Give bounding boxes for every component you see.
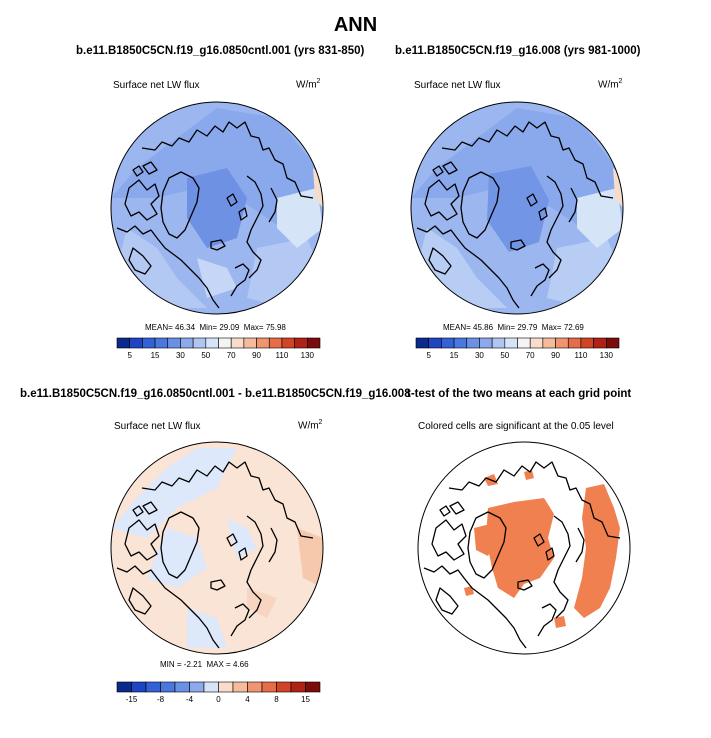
panel-3-variable-label: Surface net LW flux bbox=[114, 421, 201, 432]
colorbar-3-tick-label: 15 bbox=[301, 695, 310, 704]
colorbar-1-tick-label: 70 bbox=[226, 351, 236, 360]
colorbar-2 bbox=[415, 337, 620, 349]
colorbar-3-swatch bbox=[131, 681, 147, 693]
colorbar-1-tick-label: 90 bbox=[252, 351, 262, 360]
panel-4-subtitle: Colored cells are significant at the 0.0… bbox=[418, 421, 614, 432]
colorbar-1 bbox=[116, 337, 321, 349]
colorbar-2-swatch bbox=[517, 337, 531, 349]
panel-1-map-border bbox=[110, 101, 324, 315]
colorbar-1-swatch bbox=[192, 337, 207, 349]
colorbar-1-swatch bbox=[205, 337, 219, 349]
colorbar-2-tick-label: 50 bbox=[500, 351, 510, 360]
colorbar-3-swatch bbox=[160, 681, 176, 693]
colorbar-2-swatch bbox=[466, 337, 480, 349]
colorbar-3-tick-label: 0 bbox=[216, 695, 221, 704]
colorbar-3-tick-label: 4 bbox=[245, 695, 250, 704]
panel-2-title: b.e11.B1850C5CN.f19_g16.008 (yrs 981-100… bbox=[395, 45, 641, 57]
colorbar-3-swatch bbox=[189, 681, 205, 693]
colorbar-3-tick-label: 8 bbox=[274, 695, 279, 704]
colorbar-3-swatch bbox=[232, 681, 248, 693]
colorbar-1-swatch bbox=[180, 337, 194, 349]
colorbar-1-tick-label: 30 bbox=[175, 351, 185, 360]
colorbar-2-swatch bbox=[542, 337, 556, 349]
colorbar-3-swatch bbox=[305, 681, 321, 693]
panel-2-variable-label: Surface net LW flux bbox=[414, 80, 501, 91]
panel-2-map bbox=[411, 102, 623, 314]
colorbar-2-tick-label: 30 bbox=[474, 351, 484, 360]
colorbar-2-tick-label: 130 bbox=[599, 351, 613, 360]
colorbar-2-tick-label: 90 bbox=[551, 351, 561, 360]
colorbar-2-swatch bbox=[479, 337, 493, 349]
colorbar-1-swatch bbox=[281, 337, 295, 349]
figure-title: ANN bbox=[333, 14, 378, 36]
colorbar-2-tick-label: 110 bbox=[574, 351, 588, 360]
colorbar-3-swatch bbox=[116, 681, 132, 693]
colorbar-1-swatch bbox=[243, 337, 257, 349]
colorbar-1-swatch bbox=[142, 337, 156, 349]
panel-4-title: t-test of the two means at each grid poi… bbox=[407, 388, 632, 400]
panel-4-map-border bbox=[417, 441, 631, 655]
panel-2-stats: MEAN= 45.86 Min= 29.79 Max= 72.69 bbox=[443, 323, 584, 332]
colorbar-3-tick-label: -4 bbox=[185, 695, 194, 704]
colorbar-2-swatch bbox=[453, 337, 468, 349]
colorbar-3-tick-label: -15 bbox=[125, 695, 138, 704]
panel-3-units: W/m2 bbox=[298, 419, 323, 432]
panel-3-map bbox=[111, 442, 323, 654]
colorbar-3-tick-label: -8 bbox=[156, 695, 165, 704]
colorbar-1-swatch bbox=[256, 337, 270, 349]
colorbar-1-swatch bbox=[307, 337, 321, 349]
colorbar-3-swatch bbox=[145, 681, 161, 693]
panel-2-units: W/m2 bbox=[598, 78, 623, 91]
colorbar-2-swatch bbox=[504, 337, 518, 349]
panel-1-units: W/m2 bbox=[296, 78, 321, 91]
colorbar-1-swatch bbox=[230, 337, 245, 349]
colorbar-3-swatch bbox=[218, 681, 234, 693]
panel-1-map bbox=[111, 102, 323, 314]
colorbar-1-tick-label: 15 bbox=[150, 351, 160, 360]
colorbar-3-swatch bbox=[290, 681, 306, 693]
colorbar-2-swatch bbox=[491, 337, 506, 349]
colorbar-3-swatch bbox=[174, 681, 190, 693]
panel-3-title: b.e11.B1850C5CN.f19_g16.0850cntl.001 - b… bbox=[20, 388, 411, 400]
colorbar-1-tick-label: 110 bbox=[275, 351, 289, 360]
colorbar-1-swatch bbox=[129, 337, 143, 349]
colorbar-2-swatch bbox=[593, 337, 607, 349]
colorbar-2-tick-label: 70 bbox=[525, 351, 535, 360]
colorbar-3-swatch bbox=[203, 681, 219, 693]
colorbar-2-swatch bbox=[606, 337, 620, 349]
colorbar-2-tick-label: 15 bbox=[449, 351, 459, 360]
colorbar-1-swatch bbox=[268, 337, 283, 349]
colorbar-2-swatch bbox=[580, 337, 594, 349]
panel-1-stats: MEAN= 46.34 Min= 29.09 Max= 75.98 bbox=[145, 323, 286, 332]
panel-3-map-border bbox=[110, 441, 324, 655]
panel-3-stats: MIN = -2.21 MAX = 4.66 bbox=[160, 660, 249, 669]
panel-1-variable-label: Surface net LW flux bbox=[113, 80, 200, 91]
colorbar-2-swatch bbox=[428, 337, 442, 349]
colorbar-3-swatch bbox=[261, 681, 277, 693]
colorbar-1-tick-label: 5 bbox=[127, 351, 132, 360]
colorbar-2-tick-label: 5 bbox=[426, 351, 431, 360]
colorbar-1-tick-label: 50 bbox=[201, 351, 211, 360]
colorbar-1-swatch bbox=[218, 337, 232, 349]
colorbar-1-swatch bbox=[167, 337, 181, 349]
colorbar-2-swatch bbox=[555, 337, 569, 349]
colorbar-3-swatch bbox=[247, 681, 263, 693]
colorbar-1-tick-label: 130 bbox=[300, 351, 314, 360]
colorbar-2-swatch bbox=[567, 337, 582, 349]
colorbar-2-swatch bbox=[415, 337, 429, 349]
colorbar-1-swatch bbox=[116, 337, 130, 349]
panel-2-map-border bbox=[410, 101, 624, 315]
colorbar-1-swatch bbox=[294, 337, 308, 349]
panel-4-map bbox=[418, 442, 630, 654]
colorbar-3 bbox=[116, 681, 321, 693]
colorbar-3-swatch bbox=[276, 681, 292, 693]
colorbar-2-swatch bbox=[441, 337, 455, 349]
panel-1-title: b.e11.B1850C5CN.f19_g16.0850cntl.001 (yr… bbox=[76, 45, 365, 57]
colorbar-2-swatch bbox=[529, 337, 544, 349]
colorbar-1-swatch bbox=[154, 337, 169, 349]
